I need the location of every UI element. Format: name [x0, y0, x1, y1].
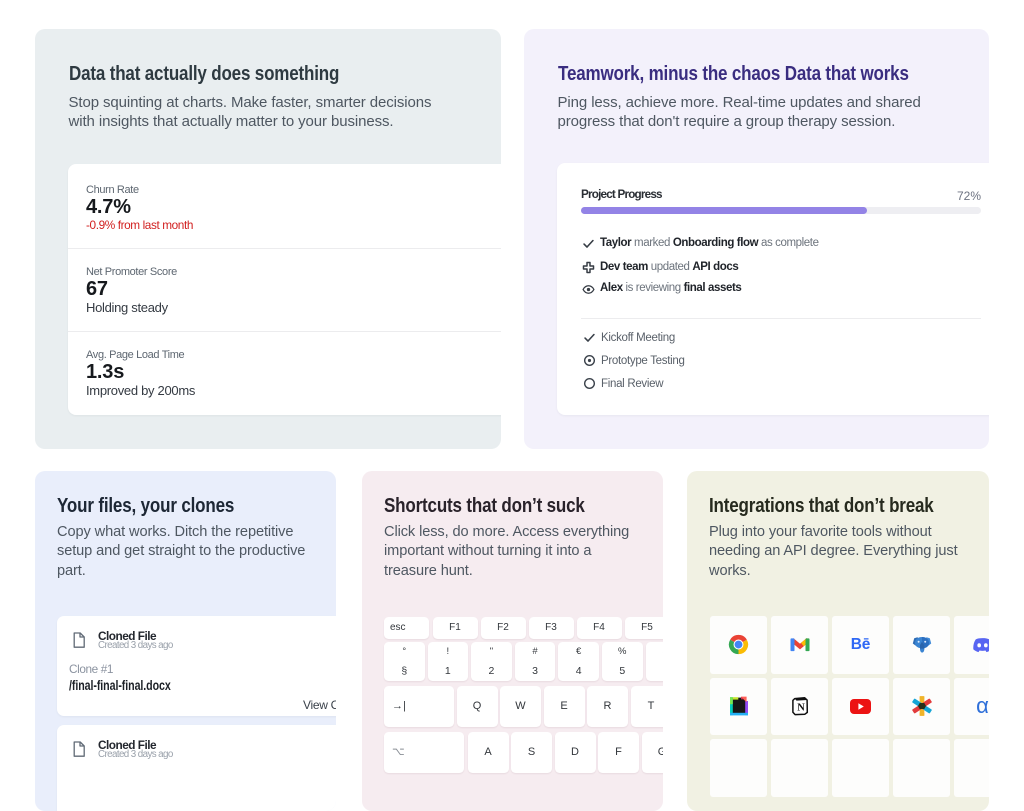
svg-text:N: N — [797, 703, 805, 714]
